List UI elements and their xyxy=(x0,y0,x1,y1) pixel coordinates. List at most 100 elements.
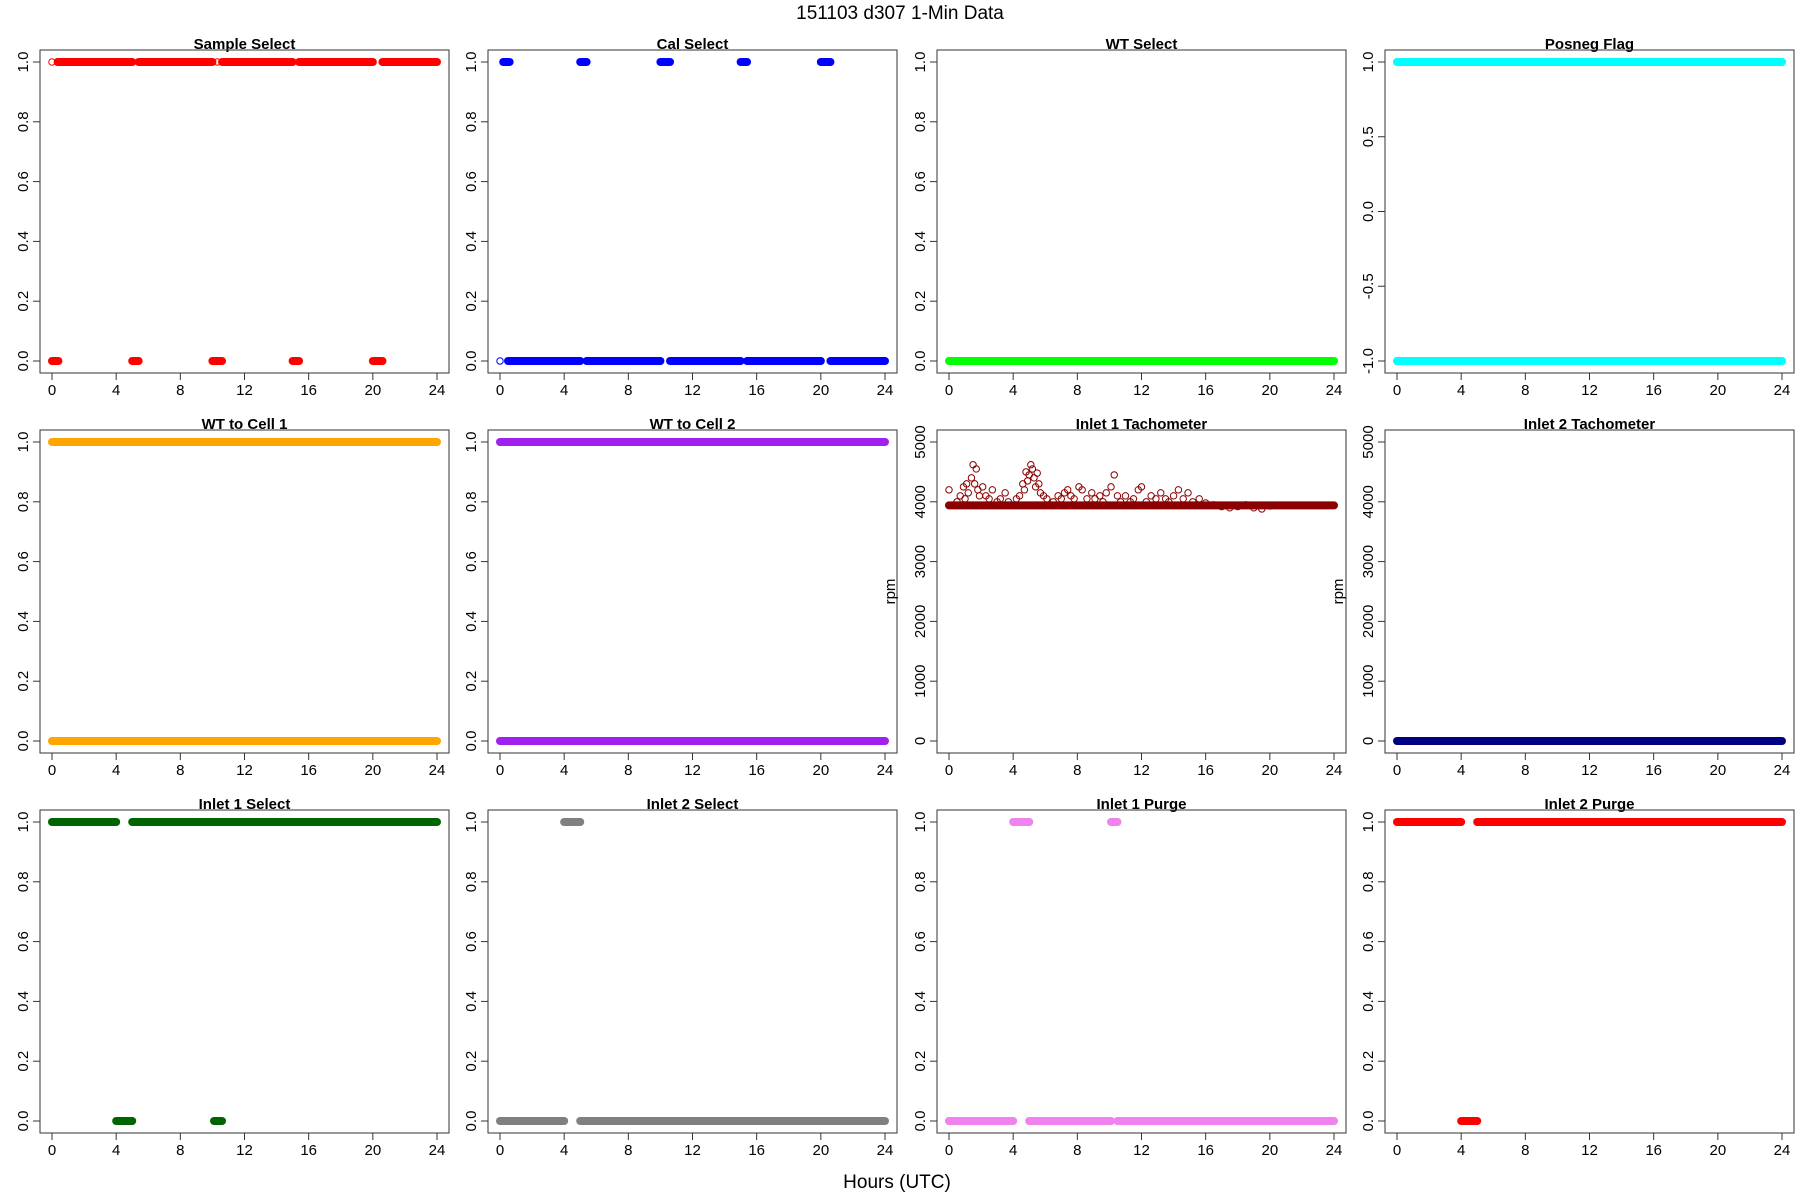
x-tick-label: 0 xyxy=(48,762,56,779)
panel-title: Inlet 2 Select xyxy=(647,796,739,813)
x-tick-label: 8 xyxy=(1073,382,1081,399)
y-tick-label: 0.2 xyxy=(912,1051,929,1072)
y-tick-label: 0.8 xyxy=(1360,871,1377,892)
data-point xyxy=(1107,483,1115,491)
chart-panel: Inlet 1 Select 0 4 8 12 16 20 24 0.0 0.2 0.4 0.6 0.8… xyxy=(15,796,450,1159)
y-tick-label: 0.4 xyxy=(463,231,480,252)
x-tick-label: 20 xyxy=(1709,762,1726,779)
y-tick-label: -0.5 xyxy=(1360,273,1377,299)
x-tick-label: 16 xyxy=(748,762,765,779)
data-point xyxy=(964,489,972,497)
x-tick-label: 8 xyxy=(176,1142,184,1159)
data-point xyxy=(1218,502,1226,511)
y-tick-label: 0.4 xyxy=(15,991,32,1012)
y-tick-label: 0.2 xyxy=(912,291,929,312)
data-point xyxy=(1049,498,1057,506)
x-tick-label: 16 xyxy=(1197,1142,1214,1159)
y-tick-label: 0.2 xyxy=(463,671,480,692)
y-tick-label: 0.8 xyxy=(15,871,32,892)
y-tick-label: 4000 xyxy=(912,485,929,518)
y-tick-label: 0.6 xyxy=(463,551,480,572)
data-point xyxy=(1023,477,1032,485)
chart-panel: Cal Select 0 4 8 12 16 20 24 0.0 0.2 0.4 0.6 0.8 1.0 xyxy=(463,36,898,399)
data-point xyxy=(969,461,977,469)
chart-panel: WT Select 0 4 8 12 16 20 24 0.0 0.2 0.4 0.6 0.8 1.0 xyxy=(912,36,1347,399)
y-tick-label: 0 xyxy=(1360,737,1377,745)
plot-frame xyxy=(487,809,898,1134)
y-tick-label: 0.2 xyxy=(1360,1051,1377,1072)
y-axis-label: rpm xyxy=(1330,579,1347,605)
data-point xyxy=(975,492,984,500)
x-tick-label: 20 xyxy=(812,762,829,779)
y-tick-label: 0.4 xyxy=(912,231,929,252)
x-tick-label: 12 xyxy=(236,382,253,399)
x-tick-label: 8 xyxy=(1521,1142,1529,1159)
x-tick-label: 0 xyxy=(48,382,56,399)
y-tick-label: 2000 xyxy=(1360,605,1377,638)
data-point xyxy=(1020,486,1029,494)
panel-title: Sample Select xyxy=(194,36,296,53)
x-tick-label: 12 xyxy=(1581,382,1598,399)
x-tick-label: 4 xyxy=(560,382,568,399)
data-point xyxy=(1184,489,1192,497)
data-point xyxy=(1083,495,1091,503)
data-point xyxy=(974,486,982,494)
plot-frame xyxy=(936,429,1347,754)
data-point xyxy=(1110,471,1118,479)
data-point xyxy=(1201,499,1210,507)
y-tick-label: 0.8 xyxy=(15,491,32,512)
data-point xyxy=(1165,498,1173,506)
x-tick-label: 0 xyxy=(945,382,953,399)
data-point xyxy=(1001,489,1009,497)
y-tick-label: 0.8 xyxy=(912,871,929,892)
data-point xyxy=(985,495,993,503)
x-tick-label: 4 xyxy=(112,382,120,399)
x-tick-label: 0 xyxy=(496,382,504,399)
x-tick-label: 8 xyxy=(624,382,632,399)
data-point xyxy=(1226,504,1234,512)
panel-title: Inlet 1 Select xyxy=(199,796,291,813)
x-tick-label: 12 xyxy=(1581,1142,1598,1159)
data-point xyxy=(1043,495,1051,503)
plot-frame xyxy=(1384,49,1795,374)
x-tick-label: 24 xyxy=(877,1142,894,1159)
data-point xyxy=(1129,495,1138,503)
x-tick-label: 24 xyxy=(1774,1142,1791,1159)
y-tick-label: 1.0 xyxy=(912,52,929,73)
x-tick-label: 20 xyxy=(364,1142,381,1159)
data-point xyxy=(1064,486,1072,494)
data-point xyxy=(961,495,969,503)
x-tick-label: 20 xyxy=(812,1142,829,1159)
x-tick-label: 8 xyxy=(176,382,184,399)
x-tick-label: 4 xyxy=(112,1142,120,1159)
y-tick-label: 0.6 xyxy=(463,931,480,952)
chart-panel: Sample Select 0 4 8 12 16 20 24 0.0 0.2 0.4 0.6 0.8 1… xyxy=(15,36,450,399)
x-tick-label: 20 xyxy=(1709,1142,1726,1159)
data-point xyxy=(953,498,961,506)
x-tick-label: 16 xyxy=(1645,1142,1662,1159)
panel-title: Inlet 2 Purge xyxy=(1544,796,1634,813)
y-tick-label: 0.2 xyxy=(463,1051,480,1072)
y-tick-label: 0.6 xyxy=(15,171,32,192)
x-tick-label: 16 xyxy=(300,382,317,399)
data-point xyxy=(1195,495,1203,503)
data-point xyxy=(1091,495,1099,503)
x-tick-label: 4 xyxy=(560,1142,568,1159)
x-tick-label: 12 xyxy=(684,382,701,399)
y-tick-label: 0.8 xyxy=(912,111,929,132)
y-tick-label: 0.6 xyxy=(15,551,32,572)
x-tick-label: 16 xyxy=(1197,762,1214,779)
data-point xyxy=(1102,489,1110,497)
panel-title: WT Select xyxy=(1106,36,1178,53)
y-tick-label: 0.4 xyxy=(912,991,929,1012)
x-tick-label: 0 xyxy=(945,762,953,779)
y-tick-label: 1.0 xyxy=(1360,812,1377,833)
x-tick-label: 20 xyxy=(1261,382,1278,399)
data-point xyxy=(1234,502,1242,511)
y-tick-label: 1.0 xyxy=(1360,52,1377,73)
x-tick-label: 24 xyxy=(429,762,446,779)
y-tick-label: 0.0 xyxy=(912,1111,929,1132)
data-point xyxy=(496,357,504,365)
data-point xyxy=(956,492,964,500)
plot-frame xyxy=(487,429,898,754)
